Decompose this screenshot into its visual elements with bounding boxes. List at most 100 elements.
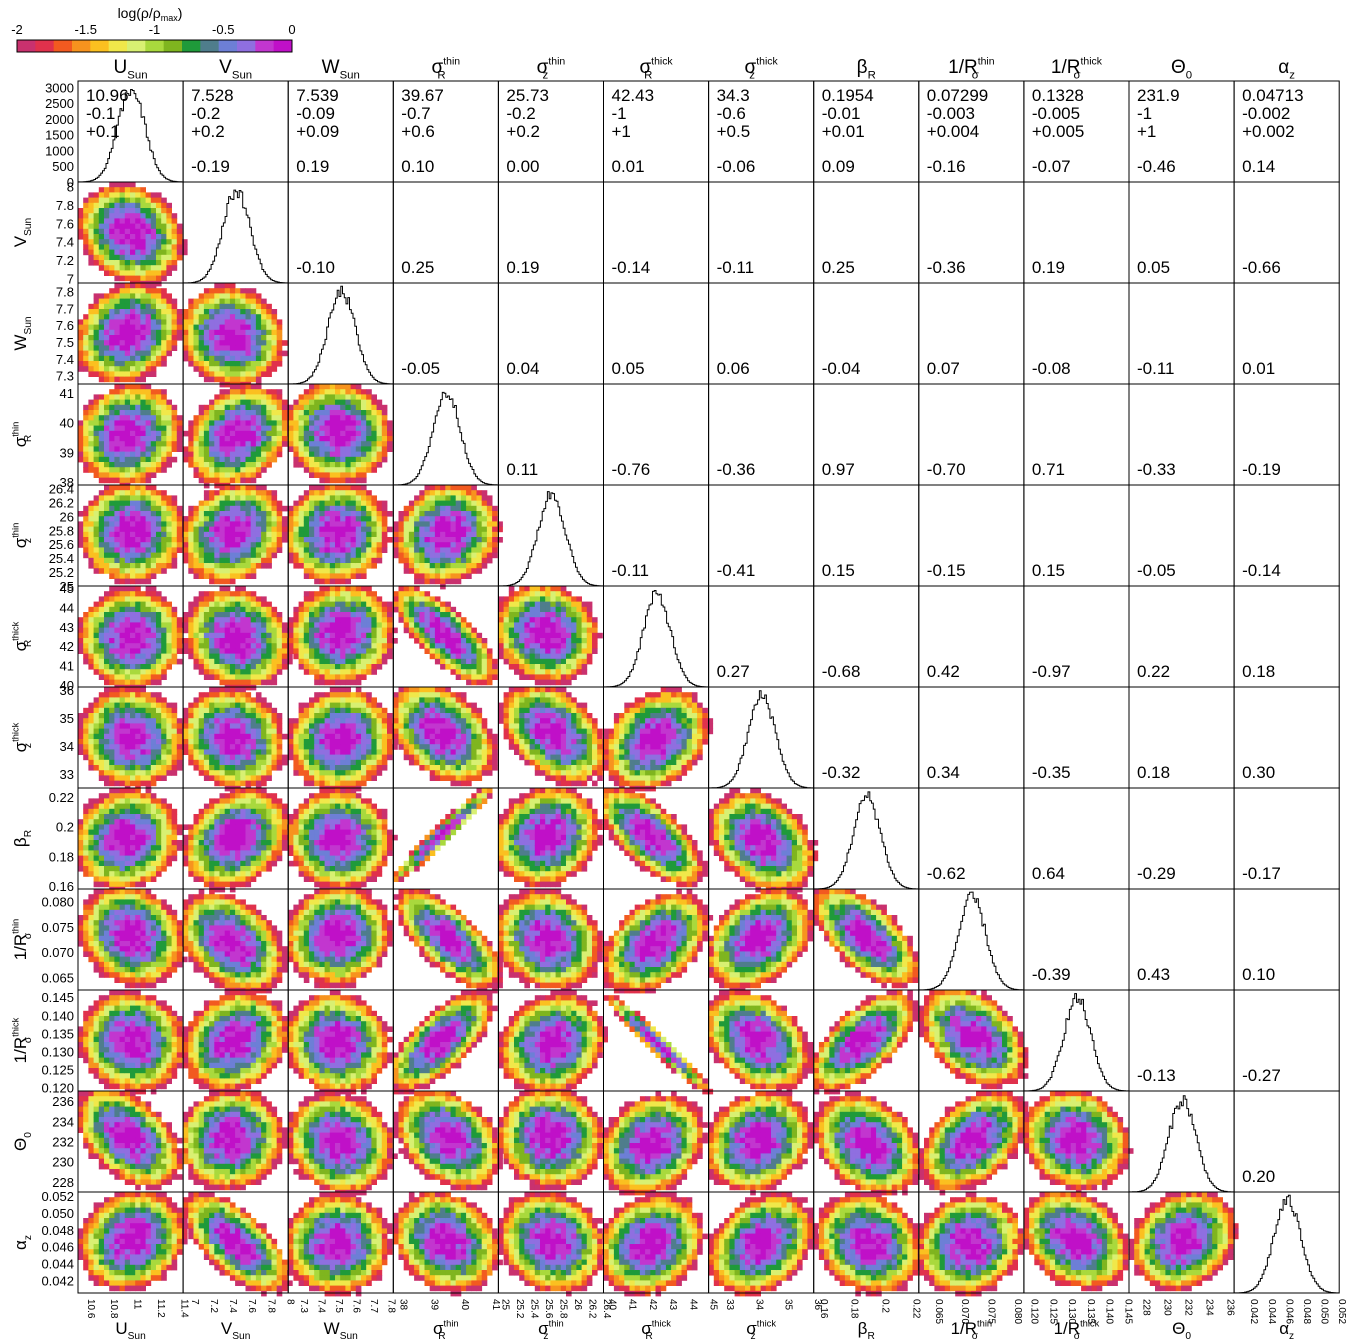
density-cell xyxy=(176,319,183,325)
density-cell xyxy=(156,490,162,496)
density-cell xyxy=(266,309,272,315)
density-cell xyxy=(503,606,510,613)
density-cell xyxy=(93,436,100,442)
density-cell xyxy=(376,456,383,463)
density-cell xyxy=(119,643,126,649)
density-cell xyxy=(534,617,541,623)
density-cell xyxy=(555,653,562,660)
density-cell xyxy=(309,601,315,608)
density-cell xyxy=(198,404,205,411)
density-cell xyxy=(109,563,115,569)
density-cell xyxy=(130,182,136,188)
density-cell xyxy=(293,430,299,437)
density-cell xyxy=(271,521,278,527)
density-cell xyxy=(193,648,200,654)
density-cell xyxy=(203,612,210,618)
density-cell xyxy=(303,552,310,559)
density-cell xyxy=(309,511,315,517)
density-cell xyxy=(198,606,205,613)
density-cell xyxy=(229,568,236,574)
density-cell xyxy=(140,573,146,579)
density-cell xyxy=(271,324,278,331)
density-cell xyxy=(176,505,183,512)
density-cell xyxy=(166,632,172,639)
density-cell xyxy=(219,376,226,383)
density-cell xyxy=(83,366,89,372)
density-cell xyxy=(398,537,405,543)
density-cell xyxy=(486,531,493,538)
density-cell xyxy=(145,436,152,442)
density-cell xyxy=(104,547,110,553)
density-cell xyxy=(350,586,357,592)
density-cell xyxy=(98,563,105,569)
density-cell xyxy=(398,586,405,592)
density-cell xyxy=(219,485,226,491)
density-cell xyxy=(203,366,210,372)
density-cell xyxy=(340,578,346,585)
density-cell xyxy=(350,511,357,517)
density-cell xyxy=(119,309,126,315)
density-cell xyxy=(250,485,257,491)
density-cell xyxy=(145,293,152,299)
density-cell xyxy=(293,511,299,517)
density-cell xyxy=(245,436,252,442)
density-cell xyxy=(229,361,236,367)
density-cell xyxy=(329,420,336,426)
density-cell xyxy=(540,679,546,686)
density-cell xyxy=(319,516,325,522)
density-cell xyxy=(309,436,315,442)
density-cell xyxy=(109,270,115,276)
density-cell xyxy=(455,542,462,548)
density-cell xyxy=(335,537,341,543)
density-cell xyxy=(345,563,351,569)
density-cell xyxy=(83,617,89,623)
density-cell xyxy=(188,361,194,367)
density-cell xyxy=(398,552,405,559)
density-cell xyxy=(408,596,415,602)
density-cell xyxy=(145,658,152,665)
density-cell xyxy=(214,674,220,680)
density-cell xyxy=(171,632,178,639)
density-cell xyxy=(119,462,126,468)
density-cell xyxy=(519,674,525,680)
density-cell xyxy=(419,511,425,517)
density-cell xyxy=(124,568,131,574)
density-cell xyxy=(481,526,488,533)
density-cell xyxy=(281,415,288,421)
density-cell xyxy=(460,638,467,644)
density-cell xyxy=(203,627,210,634)
density-cell xyxy=(209,355,215,362)
density-cell xyxy=(361,606,367,613)
density-cell xyxy=(104,664,110,670)
density-cell xyxy=(119,723,126,729)
density-cell xyxy=(240,563,246,569)
density-cell xyxy=(135,516,141,522)
density-cell xyxy=(104,265,110,271)
density-cell xyxy=(214,500,220,507)
density-cell xyxy=(261,441,267,447)
density-cell xyxy=(219,324,226,331)
density-cell xyxy=(124,394,131,400)
density-cell xyxy=(303,557,310,564)
density-cell xyxy=(229,324,236,331)
density-cell xyxy=(150,733,157,740)
density-cell xyxy=(140,288,146,294)
density-cell xyxy=(93,643,100,649)
density-cell xyxy=(203,314,210,320)
density-cell xyxy=(460,547,467,553)
density-cell xyxy=(371,601,377,608)
density-cell xyxy=(340,415,346,421)
density-cell xyxy=(104,485,110,491)
density-cell xyxy=(104,780,110,787)
density-cell xyxy=(424,537,431,543)
density-cell xyxy=(255,658,262,665)
density-cell xyxy=(298,537,305,543)
density-cell xyxy=(156,516,162,522)
density-cell xyxy=(529,591,536,597)
density-cell xyxy=(329,552,336,559)
density-cell xyxy=(119,568,126,574)
density-cell xyxy=(293,563,299,569)
density-cell xyxy=(214,288,220,294)
density-cell xyxy=(93,500,100,507)
density-cell xyxy=(214,547,220,553)
